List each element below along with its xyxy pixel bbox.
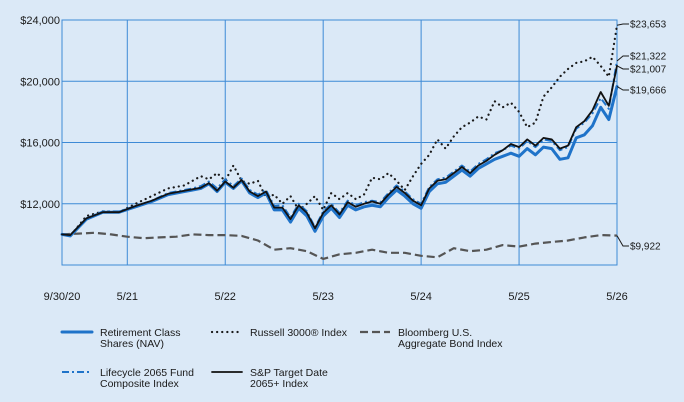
end-label-text: $9,922: [630, 242, 661, 253]
end-label-leader: [616, 65, 629, 70]
y-tick-label: $12,000: [20, 199, 60, 211]
series-line-2: [61, 231, 618, 260]
end-label-4: $21,007: [616, 65, 667, 76]
end-label-3: $21,322: [616, 52, 667, 63]
series-line-1: [60, 24, 619, 237]
end-label-text: $19,666: [630, 86, 667, 97]
end-label-text: $21,007: [630, 65, 667, 76]
y-tick-label: $20,000: [20, 76, 60, 88]
y-tick-label: $16,000: [20, 138, 60, 150]
legend-label: Retirement Class Shares (NAV): [100, 327, 181, 350]
end-label-text: $21,322: [630, 52, 667, 63]
x-tick-label: 5/25: [508, 291, 529, 303]
y-axis-ticks: $12,000 $16,000 $20,000 $24,000: [20, 15, 60, 211]
end-label-leader: [616, 55, 629, 62]
legend: Retirement Class Shares (NAV) Russell 3000…: [60, 327, 503, 390]
x-tick-label: 9/30/20: [44, 291, 81, 303]
series-line-3: [61, 60, 618, 237]
end-label-2: $9,922: [616, 235, 661, 253]
end-label-1: $23,653: [616, 20, 667, 31]
legend-item-3: Lifecycle 2065 Fund Composite Index: [62, 367, 194, 390]
end-label-leader: [616, 235, 629, 247]
x-axis-ticks: 9/30/20 5/21 5/22 5/23 5/24 5/25 5/26: [44, 291, 628, 303]
plot-frame: [61, 19, 618, 266]
legend-label: S&P Target Date 2065+ Index: [250, 367, 328, 390]
x-tick-label: 5/22: [215, 291, 236, 303]
end-label-text: $23,653: [630, 20, 667, 31]
legend-label: Bloomberg U.S. Aggregate Bond Index: [398, 327, 503, 350]
series-line-4: [61, 64, 618, 237]
legend-item-0: Retirement Class Shares (NAV): [60, 327, 181, 350]
x-tick-label: 5/24: [410, 291, 431, 303]
end-value-labels: $23,653 $21,322 $21,007 $19,666 $9,922: [616, 20, 667, 253]
legend-label: Russell 3000® Index: [250, 327, 348, 339]
series-lines: [60, 24, 619, 260]
x-tick-label: 5/21: [117, 291, 138, 303]
end-label-leader: [616, 23, 629, 26]
end-label-leader: [616, 85, 629, 91]
x-tick-label: 5/26: [606, 291, 627, 303]
legend-item-4: S&P Target Date 2065+ Index: [211, 367, 328, 390]
grid-lines: [61, 19, 618, 266]
legend-item-2: Bloomberg U.S. Aggregate Bond Index: [360, 327, 503, 350]
y-tick-label: $24,000: [20, 15, 60, 27]
x-tick-label: 5/23: [312, 291, 333, 303]
legend-label: Lifecycle 2065 Fund Composite Index: [100, 367, 194, 390]
end-label-0: $19,666: [616, 85, 667, 97]
legend-item-1: Russell 3000® Index: [210, 327, 348, 339]
